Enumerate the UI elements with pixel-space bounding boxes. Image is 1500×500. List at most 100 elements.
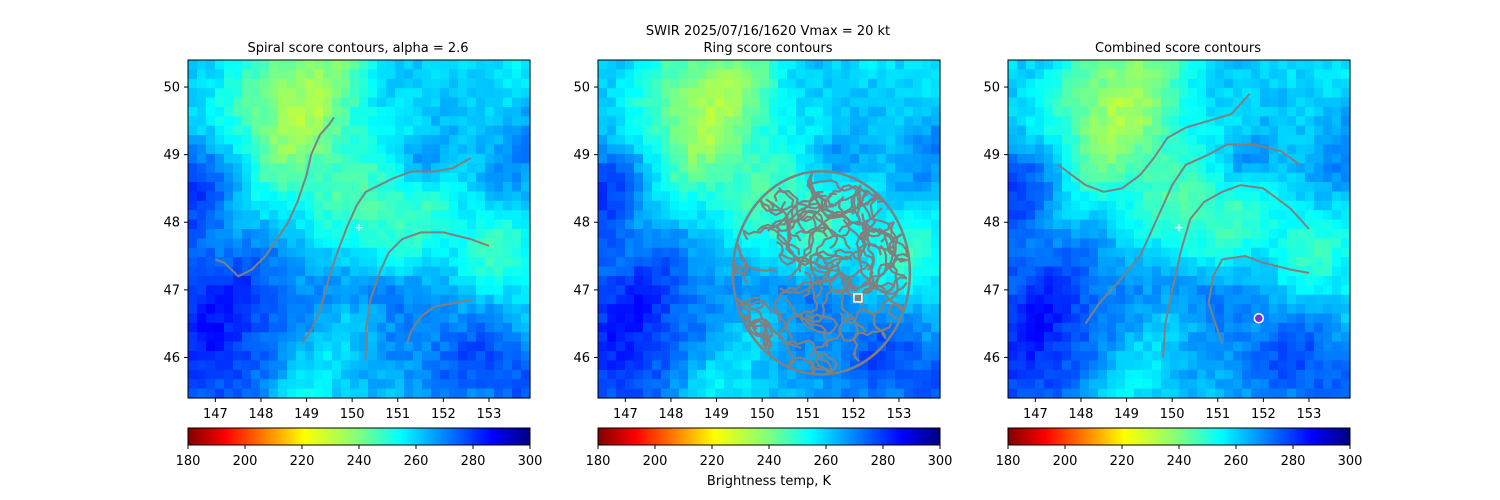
y-tick-label: 48 — [983, 216, 1000, 231]
colorbar-label: Brightness temp, K — [707, 474, 832, 489]
panel-combined: Combined score contours 147 148 149 150 151 1… — [983, 41, 1362, 469]
y-tick-label: 49 — [163, 148, 180, 163]
ring-contour — [839, 307, 887, 339]
ring-contour — [823, 211, 882, 256]
panel-title-ring: Ring score contours — [703, 41, 832, 56]
y-tick-label: 49 — [573, 148, 590, 163]
colorbar-ring: 180 200 220 240 260 280 300 — [586, 427, 953, 469]
ring-contour — [798, 192, 860, 218]
panel-spiral: Spiral score contours, alpha = 2.6 147 14… — [163, 41, 542, 469]
contour-line — [364, 231, 490, 361]
x-tick-label: 148 — [249, 407, 274, 422]
ring-contour — [862, 207, 895, 238]
plot-frame — [597, 59, 941, 399]
ring-contour — [846, 263, 893, 293]
colorbar-gradient — [597, 427, 941, 446]
ring-contour — [868, 234, 908, 282]
ring-contour — [765, 190, 795, 213]
y-tick-label: 50 — [573, 81, 590, 96]
x-tick-label: 147 — [203, 407, 228, 422]
ring-contour — [740, 299, 782, 323]
x-tick-label: 152 — [841, 407, 866, 422]
colorbar-tick-label: 200 — [233, 454, 258, 469]
colorbar-combined: 180 200 220 240 260 280 300 — [996, 427, 1363, 469]
ring-center-marker — [853, 293, 863, 303]
ring-contour — [740, 313, 773, 351]
ring-outline — [731, 170, 912, 376]
x-tick-label: 150 — [1160, 407, 1185, 422]
ring-contour — [784, 270, 819, 317]
colorbar-tick-label: 200 — [643, 454, 668, 469]
x-tick-label: 149 — [704, 407, 729, 422]
ring-contour — [801, 279, 853, 323]
contour-line — [1162, 184, 1310, 358]
ring-contour — [742, 226, 801, 256]
x-tick-label: 147 — [613, 407, 638, 422]
colorbar-tick-label: 300 — [928, 454, 953, 469]
colorbar-tick-label: 180 — [176, 454, 201, 469]
panel-title-spiral: Spiral score contours, alpha = 2.6 — [247, 41, 468, 56]
colorbar-tick-label: 260 — [814, 454, 839, 469]
y-tick-label: 46 — [163, 351, 180, 366]
x-tick-label: 149 — [1114, 407, 1139, 422]
colorbar-tick-label: 280 — [871, 454, 896, 469]
ring-contour — [860, 222, 904, 260]
ring-contour — [862, 221, 875, 295]
ring-contour — [746, 319, 774, 347]
contour-line — [215, 116, 335, 278]
ring-contour — [786, 210, 829, 242]
ring-contour — [802, 271, 868, 298]
ring-contour — [776, 240, 835, 270]
suptitle: SWIR 2025/07/16/1620 Vmax = 20 kt — [646, 24, 890, 39]
contour-line — [301, 157, 472, 345]
heatmap-background — [1008, 60, 1351, 399]
colorbar-tick-label: 260 — [1224, 454, 1249, 469]
y-tick-label: 50 — [163, 81, 180, 96]
colorbar-tick-label: 220 — [700, 454, 725, 469]
ring-contour — [731, 262, 778, 280]
x-tick-label: 151 — [1205, 407, 1230, 422]
x-tick-label: 153 — [477, 407, 502, 422]
x-tick-label: 151 — [385, 407, 410, 422]
colorbar-tick-label: 280 — [1281, 454, 1306, 469]
ring-contour — [759, 199, 789, 224]
x-tick-label: 149 — [294, 407, 319, 422]
plot-frame — [187, 59, 531, 399]
colorbar-tick-label: 240 — [347, 454, 372, 469]
y-tick-label: 48 — [163, 216, 180, 231]
y-tick-label: 47 — [163, 283, 180, 298]
colorbar-tick-label: 220 — [290, 454, 315, 469]
colorbar-spiral: 180 200 220 240 260 280 300 — [176, 427, 542, 469]
colorbar-tick-label: 180 — [586, 454, 611, 469]
ring-contour — [867, 281, 904, 320]
ring-contour — [787, 215, 817, 281]
x-tick-label: 152 — [431, 407, 456, 422]
plot-frame — [1007, 59, 1351, 399]
ring-contour — [773, 287, 811, 340]
x-tick-label: 153 — [887, 407, 912, 422]
x-tick-label: 150 — [750, 407, 775, 422]
colorbar-tick-label: 300 — [1338, 454, 1363, 469]
y-tick-label: 49 — [983, 148, 1000, 163]
panel-ring: Ring score contours 147 148 149 150 151 152 15… — [573, 41, 952, 469]
center-plus-marker — [355, 224, 363, 232]
y-tick-label: 47 — [983, 283, 1000, 298]
y-tick-label: 47 — [573, 283, 590, 298]
ring-contour — [883, 233, 908, 292]
x-tick-label: 148 — [659, 407, 684, 422]
x-tick-label: 147 — [1023, 407, 1048, 422]
contour-line — [1057, 93, 1251, 193]
y-tick-label: 48 — [573, 216, 590, 231]
colorbar-tick-label: 260 — [404, 454, 429, 469]
y-tick-label: 46 — [983, 351, 1000, 366]
contour-line — [1207, 255, 1310, 345]
x-tick-label: 152 — [1251, 407, 1276, 422]
x-tick-label: 153 — [1297, 407, 1322, 422]
panel-title-combined: Combined score contours — [1095, 41, 1261, 56]
contour-line — [405, 299, 471, 345]
ring-contour — [815, 218, 851, 260]
ring-contour — [837, 221, 875, 271]
ring-contour — [814, 184, 862, 221]
colorbar-tick-label: 240 — [757, 454, 782, 469]
